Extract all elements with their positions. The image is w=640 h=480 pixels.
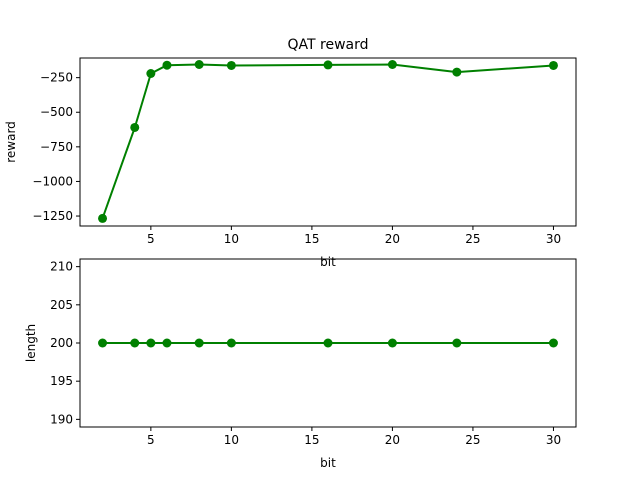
reward-x-tick-label: 20 [385, 232, 400, 246]
reward-subplot: QAT reward 5 10 15 20 25 30 −1250 −1000 −750 −500… [4, 37, 577, 269]
length-subplot: 5 10 15 20 25 30 190 195 200 205 210 bit length [24, 258, 577, 470]
reward-data-point [98, 213, 108, 223]
length-x-tick-label: 20 [385, 433, 400, 447]
length-y-tick-label: 210 [50, 260, 73, 274]
reward-tick-layer: 5 10 15 20 25 30 −1250 −1000 −750 −500 −250 [32, 71, 561, 246]
reward-series-line [101, 63, 554, 219]
reward-y-tick-label: −500 [40, 105, 73, 119]
reward-data-point [387, 60, 397, 70]
reward-data-point [146, 68, 156, 78]
length-data-point [226, 338, 236, 348]
length-data-point [323, 338, 333, 348]
reward-x-tick-label: 5 [147, 232, 155, 246]
length-data-point [162, 338, 172, 348]
reward-x-axis-label: bit [320, 255, 336, 269]
reward-x-tick-label: 15 [304, 232, 319, 246]
reward-data-point [452, 67, 462, 77]
chart-title: QAT reward [288, 37, 369, 53]
length-x-tick-label: 25 [465, 433, 480, 447]
reward-y-tick-label: −750 [40, 140, 73, 154]
length-x-tick-label: 30 [546, 433, 561, 447]
length-data-point [98, 338, 108, 348]
length-y-axis-label: length [24, 324, 38, 362]
length-y-tick-label: 190 [50, 412, 73, 426]
length-x-axis-label: bit [320, 456, 336, 470]
length-x-tick-label: 15 [304, 433, 319, 447]
length-data-point [548, 338, 558, 348]
length-tick-layer: 5 10 15 20 25 30 190 195 200 205 210 [50, 260, 561, 447]
length-data-point [387, 338, 397, 348]
reward-data-point [162, 60, 172, 70]
reward-x-tick-label: 10 [224, 232, 239, 246]
length-data-point [194, 338, 204, 348]
reward-y-tick-label: −1000 [32, 174, 73, 188]
reward-y-axis-label: reward [4, 121, 18, 163]
reward-y-tick-label: −1250 [32, 209, 73, 223]
reward-data-point [130, 122, 140, 132]
reward-data-point [548, 60, 558, 70]
length-series-layer [98, 338, 558, 348]
length-x-tick-label: 5 [147, 433, 155, 447]
reward-series-layer [98, 60, 558, 223]
reward-data-point [226, 60, 236, 70]
length-y-tick-label: 200 [50, 336, 73, 350]
length-data-point [146, 338, 156, 348]
length-axes-frame [79, 258, 577, 428]
reward-y-tick-label: −250 [40, 71, 73, 85]
reward-x-tick-label: 25 [465, 232, 480, 246]
reward-data-point [194, 60, 204, 70]
reward-axes-frame [79, 57, 577, 227]
reward-data-point [323, 60, 333, 70]
length-y-tick-label: 205 [50, 298, 73, 312]
length-data-point [452, 338, 462, 348]
length-y-tick-label: 195 [50, 374, 73, 388]
length-x-tick-label: 10 [224, 433, 239, 447]
length-data-point [130, 338, 140, 348]
reward-x-tick-label: 30 [546, 232, 561, 246]
